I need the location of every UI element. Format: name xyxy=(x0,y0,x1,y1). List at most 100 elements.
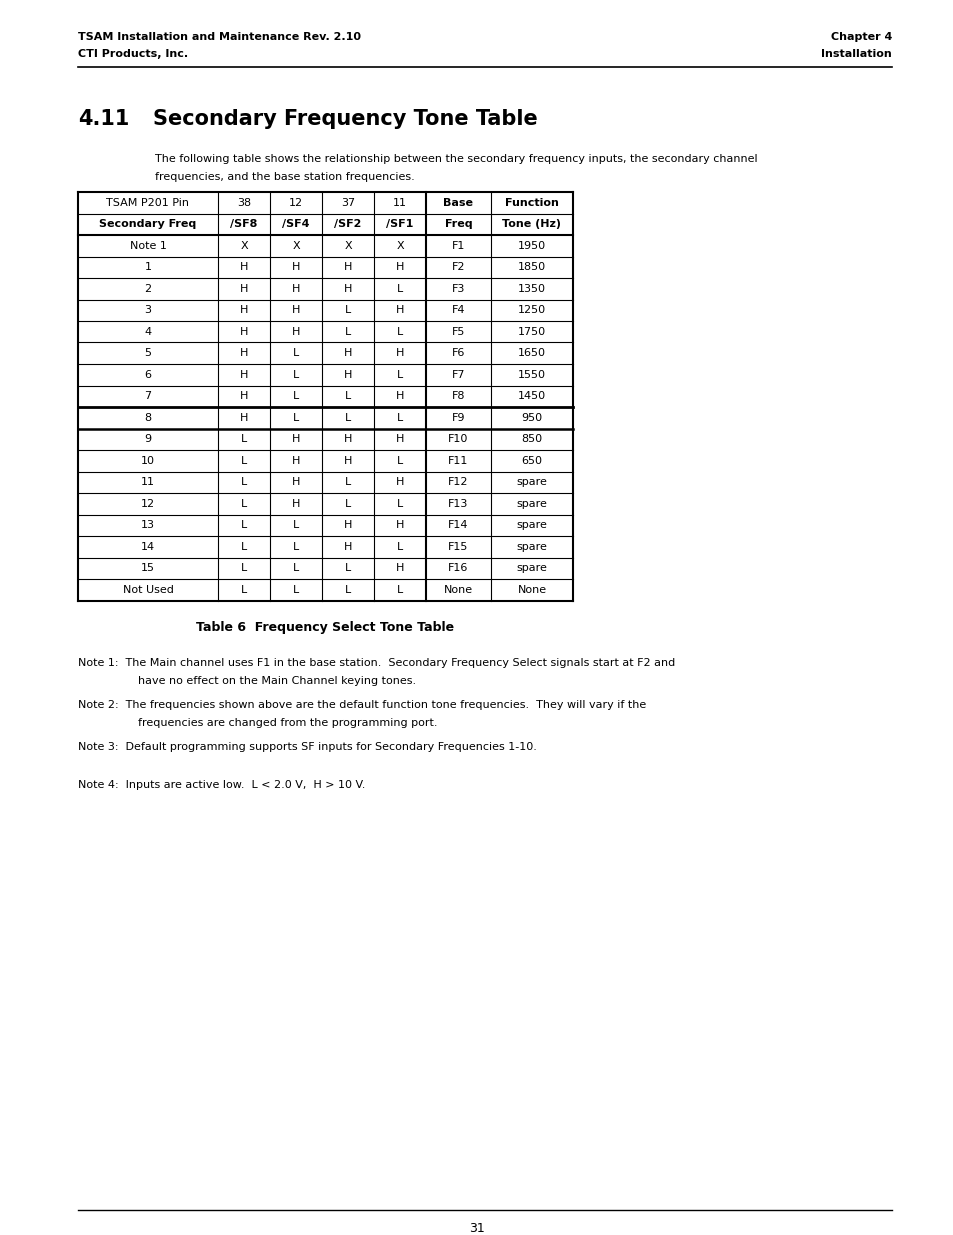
Text: spare: spare xyxy=(516,542,547,552)
Text: X: X xyxy=(344,241,352,251)
Text: 1850: 1850 xyxy=(517,262,545,272)
Text: H: H xyxy=(343,435,352,445)
Text: H: H xyxy=(343,456,352,466)
Text: L: L xyxy=(396,412,403,422)
Text: 7: 7 xyxy=(144,391,152,401)
Text: L: L xyxy=(240,563,247,573)
Text: L: L xyxy=(345,305,351,315)
Text: L: L xyxy=(345,477,351,488)
Text: 1450: 1450 xyxy=(517,391,545,401)
Text: H: H xyxy=(292,262,300,272)
Text: 850: 850 xyxy=(521,435,542,445)
Text: H: H xyxy=(239,284,248,294)
Text: F4: F4 xyxy=(452,305,465,315)
Text: 11: 11 xyxy=(141,477,154,488)
Text: H: H xyxy=(239,305,248,315)
Text: 37: 37 xyxy=(340,198,355,207)
Text: 1950: 1950 xyxy=(517,241,545,251)
Text: TSAM P201 Pin: TSAM P201 Pin xyxy=(107,198,190,207)
Text: 5: 5 xyxy=(144,348,152,358)
Text: H: H xyxy=(239,391,248,401)
Text: L: L xyxy=(345,327,351,337)
Text: 3: 3 xyxy=(144,305,152,315)
Text: H: H xyxy=(239,262,248,272)
Text: spare: spare xyxy=(516,499,547,509)
Text: L: L xyxy=(396,499,403,509)
Text: Installation: Installation xyxy=(821,49,891,59)
Text: L: L xyxy=(293,563,299,573)
Text: L: L xyxy=(293,369,299,379)
Text: 4: 4 xyxy=(144,327,152,337)
Text: H: H xyxy=(395,563,404,573)
Text: Table 6  Frequency Select Tone Table: Table 6 Frequency Select Tone Table xyxy=(196,620,454,634)
Text: /SF1: /SF1 xyxy=(386,220,414,230)
Text: have no effect on the Main Channel keying tones.: have no effect on the Main Channel keyin… xyxy=(138,676,416,685)
Text: L: L xyxy=(240,520,247,530)
Text: F13: F13 xyxy=(448,499,468,509)
Text: L: L xyxy=(293,542,299,552)
Text: F11: F11 xyxy=(448,456,468,466)
Text: 950: 950 xyxy=(521,412,542,422)
Text: F8: F8 xyxy=(452,391,465,401)
Text: L: L xyxy=(240,435,247,445)
Text: None: None xyxy=(517,584,546,595)
Text: Base: Base xyxy=(443,198,473,207)
Text: F12: F12 xyxy=(448,477,468,488)
Text: H: H xyxy=(239,412,248,422)
Text: H: H xyxy=(239,369,248,379)
Text: 650: 650 xyxy=(521,456,542,466)
Text: H: H xyxy=(343,262,352,272)
Text: CTI Products, Inc.: CTI Products, Inc. xyxy=(78,49,188,59)
Text: H: H xyxy=(395,348,404,358)
Text: F9: F9 xyxy=(452,412,465,422)
Text: Tone (Hz): Tone (Hz) xyxy=(502,220,561,230)
Text: 4.11: 4.11 xyxy=(78,109,130,128)
Text: L: L xyxy=(293,348,299,358)
Text: L: L xyxy=(240,499,247,509)
Text: frequencies, and the base station frequencies.: frequencies, and the base station freque… xyxy=(154,172,415,182)
Text: H: H xyxy=(292,477,300,488)
Text: /SF4: /SF4 xyxy=(282,220,310,230)
Text: Secondary Freq: Secondary Freq xyxy=(99,220,196,230)
Text: F6: F6 xyxy=(452,348,465,358)
Text: 10: 10 xyxy=(141,456,154,466)
Text: 12: 12 xyxy=(141,499,155,509)
Text: L: L xyxy=(345,391,351,401)
Text: frequencies are changed from the programming port.: frequencies are changed from the program… xyxy=(138,718,437,727)
Text: L: L xyxy=(345,499,351,509)
Text: L: L xyxy=(345,584,351,595)
Text: L: L xyxy=(293,391,299,401)
Text: 6: 6 xyxy=(144,369,152,379)
Text: L: L xyxy=(240,456,247,466)
Text: H: H xyxy=(395,391,404,401)
Text: H: H xyxy=(239,327,248,337)
Text: Note 2:  The frequencies shown above are the default function tone frequencies. : Note 2: The frequencies shown above are … xyxy=(78,700,645,710)
Text: L: L xyxy=(240,477,247,488)
Text: H: H xyxy=(395,262,404,272)
Text: None: None xyxy=(443,584,473,595)
Text: X: X xyxy=(292,241,299,251)
Text: L: L xyxy=(396,327,403,337)
Text: L: L xyxy=(293,584,299,595)
Text: Secondary Frequency Tone Table: Secondary Frequency Tone Table xyxy=(152,109,537,128)
Text: Note 3:  Default programming supports SF inputs for Secondary Frequencies 1-10.: Note 3: Default programming supports SF … xyxy=(78,742,537,752)
Text: The following table shows the relationship between the secondary frequency input: The following table shows the relationsh… xyxy=(154,154,757,164)
Text: F10: F10 xyxy=(448,435,468,445)
Text: H: H xyxy=(343,542,352,552)
Text: 15: 15 xyxy=(141,563,154,573)
Text: 13: 13 xyxy=(141,520,154,530)
Text: H: H xyxy=(292,499,300,509)
Text: Note 1:  The Main channel uses F1 in the base station.  Secondary Frequency Sele: Note 1: The Main channel uses F1 in the … xyxy=(78,658,675,668)
Text: L: L xyxy=(396,584,403,595)
Text: Note 4:  Inputs are active low.  L < 2.0 V,  H > 10 V.: Note 4: Inputs are active low. L < 2.0 V… xyxy=(78,781,365,790)
Text: Chapter 4: Chapter 4 xyxy=(830,32,891,42)
Text: L: L xyxy=(293,412,299,422)
Text: 9: 9 xyxy=(144,435,152,445)
Text: F7: F7 xyxy=(452,369,465,379)
Text: H: H xyxy=(292,327,300,337)
Text: /SF2: /SF2 xyxy=(334,220,361,230)
Text: H: H xyxy=(395,477,404,488)
Text: L: L xyxy=(240,542,247,552)
Text: 12: 12 xyxy=(289,198,303,207)
Text: 1350: 1350 xyxy=(517,284,545,294)
